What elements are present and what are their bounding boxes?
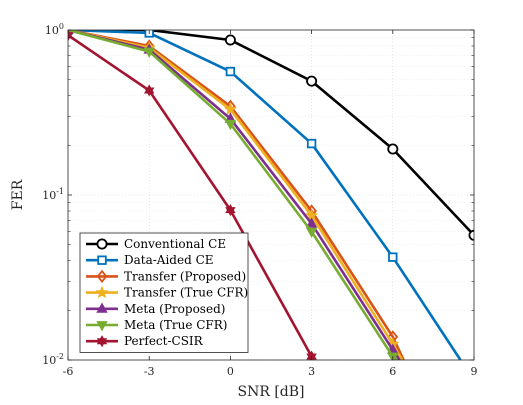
ticks: -6 -3 0 3 6 9 10-2 10-1 100 [42,22,477,378]
data-point [225,204,236,217]
data-point [224,119,237,131]
legend-entry: Transfer (True CFR) [86,286,248,300]
data-point [305,217,318,228]
legend-entry: Transfer (Proposed) [86,269,246,283]
legend-marker [96,238,108,250]
series-line [68,30,474,237]
data-point [224,34,236,46]
legend-marker [96,269,108,284]
data-point [143,47,155,58]
series-7 [68,30,317,360]
x-tick-label: -6 [63,365,74,378]
x-tick-label: 9 [471,365,478,378]
legend-marker [96,302,108,313]
data-point [225,66,236,77]
x-tick-label: 6 [389,365,396,378]
legend-marker [96,321,108,332]
x-tick-label: 0 [227,365,234,378]
legend-entry: Conventional CE [86,237,226,251]
y-tick-label: 100 [45,22,64,37]
data-point [306,75,318,87]
data-point [306,138,317,149]
x-tick-label: -3 [144,365,155,378]
legend-label: Transfer (True CFR) [124,286,248,300]
y-tick-label: 10-2 [42,352,64,367]
legend-label: Transfer (Proposed) [124,269,246,283]
y-tick-label: 10-1 [42,187,64,202]
data-point [388,252,398,262]
data-point [224,103,237,115]
legend: Conventional CE Data-Aided CE Transfer (Pr… [79,232,249,353]
legend-marker [97,255,107,265]
legend-label: Data-Aided CE [124,253,214,267]
series-line [68,34,313,358]
data-point [306,350,317,360]
x-axis-label: SNR [dB] [237,384,304,400]
data-point [305,227,318,238]
legend-entry: Meta (Proposed) [86,302,225,316]
legend-entry: Meta (True CFR) [86,318,227,332]
legend-label: Perfect-CSIR [124,334,204,348]
legend-marker [95,286,109,298]
legend-entry: Data-Aided CE [86,253,214,267]
data-point [387,143,399,155]
series-line [68,30,462,360]
legend-entry: Perfect-CSIR [86,334,204,348]
legend-label: Meta (Proposed) [124,302,225,316]
legend-label: Conventional CE [124,237,226,251]
data-point [144,84,155,97]
x-tick-label: 3 [308,365,315,378]
y-axis-label: FER [10,179,26,210]
legend-label: Meta (True CFR) [124,318,227,332]
series-6 [68,30,399,360]
legend-marker [96,335,108,348]
